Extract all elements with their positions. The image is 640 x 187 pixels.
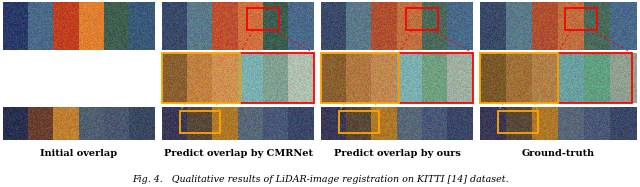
Bar bbox=[558, 53, 632, 103]
Bar bbox=[406, 8, 438, 30]
Text: Fig. 4.   Qualitative results of LiDAR-image registration on KITTI [14] dataset.: Fig. 4. Qualitative results of LiDAR-ima… bbox=[132, 174, 508, 183]
Bar bbox=[480, 53, 558, 103]
Text: Ground-truth: Ground-truth bbox=[522, 148, 595, 157]
Bar bbox=[399, 53, 473, 103]
Bar bbox=[162, 53, 240, 103]
Text: Predict overlap by CMRNet: Predict overlap by CMRNet bbox=[163, 148, 312, 157]
Bar bbox=[240, 53, 314, 103]
Bar bbox=[498, 111, 538, 133]
Bar bbox=[321, 53, 399, 103]
Text: Initial overlap: Initial overlap bbox=[40, 148, 118, 157]
Bar bbox=[339, 111, 379, 133]
Text: Predict overlap by ours: Predict overlap by ours bbox=[333, 148, 460, 157]
Bar bbox=[180, 111, 220, 133]
Bar bbox=[247, 8, 279, 30]
Bar bbox=[565, 8, 597, 30]
